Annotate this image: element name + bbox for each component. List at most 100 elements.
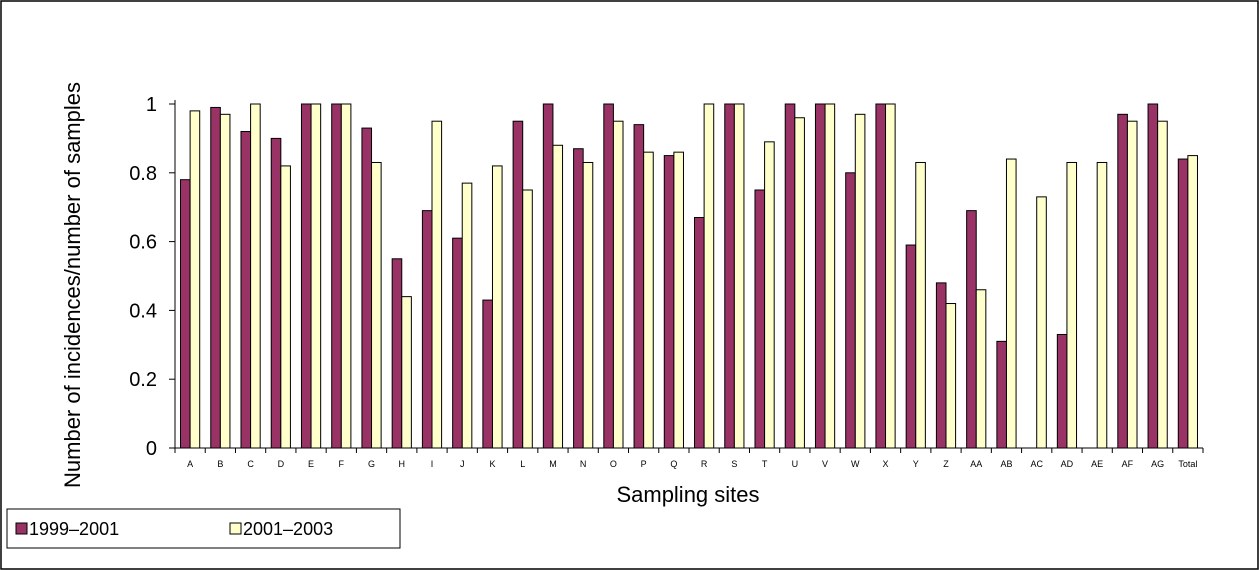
legend-label-1999-2001: 1999–2001 [29, 519, 119, 539]
y-tick-label: 0.2 [129, 369, 157, 391]
x-tick-label: R [701, 459, 708, 469]
x-tick-label: AC [1030, 459, 1043, 469]
bar-1999-2001-y [905, 244, 917, 449]
x-tick-label: X [883, 459, 889, 469]
x-tick-label: Y [913, 459, 919, 469]
x-tick-label: AD [1061, 459, 1074, 469]
bar-2001-2003-ag [1157, 120, 1168, 449]
bar-1999-2001-af [1117, 113, 1128, 449]
bar-2001-2003-m [552, 144, 564, 449]
x-tick-label: Z [943, 459, 949, 469]
bar-2001-2003-h [401, 296, 412, 449]
bar-2001-2003-ad [1066, 161, 1078, 449]
bar-1999-2001-ab [996, 340, 1007, 449]
x-tick-label: M [549, 459, 557, 469]
bar-2001-2003-v [824, 103, 836, 449]
bar-1999-2001-d [270, 137, 282, 449]
x-tick-label: J [460, 459, 465, 469]
y-axis-title: Number of incidences/number of samples [60, 82, 85, 488]
x-tick-label: S [731, 459, 737, 469]
x-tick-label: K [489, 459, 495, 469]
bar-2001-2003-k [491, 165, 503, 449]
y-tick-label: 0.4 [129, 300, 157, 322]
legend-swatch-1999-2001 [15, 522, 28, 535]
bar-2001-2003-p [643, 151, 654, 449]
bar-1999-2001-q [663, 155, 675, 449]
x-tick-label: F [339, 459, 345, 469]
x-tick-label: D [278, 459, 285, 469]
bar-2001-2003-j [461, 182, 473, 449]
bar-2001-2003-y [915, 161, 926, 449]
x-tick-label: Q [670, 459, 677, 469]
x-tick-label: I [431, 459, 434, 469]
bar-1999-2001-x [875, 103, 887, 449]
bar-1999-2001-e [300, 103, 312, 449]
bar-1999-2001-aa [966, 210, 977, 449]
legend-label-2001-2003: 2001–2003 [243, 519, 333, 539]
bar-1999-2001-v [814, 103, 826, 449]
bar-2001-2003-d [280, 165, 291, 449]
bar-1999-2001-k [482, 299, 493, 449]
bar-1999-2001-n [573, 148, 584, 449]
bar-2001-2003-aa [975, 289, 987, 449]
x-tick-label: AF [1122, 459, 1134, 469]
legend: 1999–2001 2001–2003 [6, 508, 401, 549]
bar-2001-2003-f [340, 103, 352, 449]
x-tick-label: AB [1000, 459, 1012, 469]
bar-2001-2003-o [612, 120, 624, 449]
bar-1999-2001-b [210, 106, 221, 449]
bar-2001-2003-ac [1036, 196, 1047, 449]
bar-2001-2003-q [673, 151, 684, 449]
bar-2001-2003-u [794, 117, 805, 449]
bar-1999-2001-g [361, 127, 373, 449]
bar-1999-2001-j [452, 237, 463, 449]
x-tick-label: O [610, 459, 617, 469]
bar-1999-2001-c [240, 131, 252, 449]
x-tick-label: L [520, 459, 525, 469]
bar-2001-2003-s [733, 103, 745, 449]
bar-2001-2003-w [854, 113, 866, 449]
bar-1999-2001-a [180, 179, 191, 449]
y-tick-label: 1 [146, 94, 157, 116]
bar-2001-2003-c [250, 103, 261, 449]
bar-1999-2001-u [784, 103, 796, 449]
x-tick-label: T [762, 459, 768, 469]
y-tick-label: 0 [146, 438, 157, 460]
bar-2001-2003-e [310, 103, 322, 449]
x-tick-label: P [641, 459, 647, 469]
x-tick-label: H [399, 459, 406, 469]
bar-1999-2001-r [694, 217, 705, 449]
x-tick-label: N [580, 459, 587, 469]
x-tick-label: G [368, 459, 375, 469]
bar-2001-2003-a [189, 110, 201, 449]
bar-1999-2001-h [391, 258, 403, 449]
bar-2001-2003-g [371, 161, 382, 449]
legend-box [6, 508, 401, 549]
x-tick-label: C [247, 459, 254, 469]
x-tick-label: B [217, 459, 223, 469]
y-tick-label: 0.6 [129, 232, 157, 254]
x-tick-label: A [187, 459, 193, 469]
y-tick-label: 0.8 [129, 163, 157, 185]
x-tick-label: U [792, 459, 799, 469]
bar-2001-2003-i [431, 120, 443, 449]
bar-2001-2003-af [1126, 120, 1138, 449]
bar-1999-2001-l [512, 120, 524, 449]
bar-1999-2001-t [754, 189, 766, 449]
x-tick-label: AA [970, 459, 982, 469]
bar-2001-2003-ab [1005, 158, 1017, 449]
bar-1999-2001-o [603, 103, 614, 449]
x-axis-title: Sampling sites [616, 482, 759, 507]
bar-1999-2001-p [633, 124, 645, 449]
bar-1999-2001-f [331, 103, 342, 449]
bar-2001-2003-t [764, 141, 775, 449]
legend-swatch-2001-2003 [229, 522, 242, 535]
bar-2001-2003-r [703, 103, 715, 449]
x-tick-label: AG [1151, 459, 1164, 469]
bar-1999-2001-w [845, 172, 856, 449]
x-tick-label: Total [1178, 459, 1197, 469]
bar-1999-2001-ag [1147, 103, 1159, 449]
x-tick-label: W [851, 459, 860, 469]
bar-2001-2003-z [945, 303, 957, 449]
